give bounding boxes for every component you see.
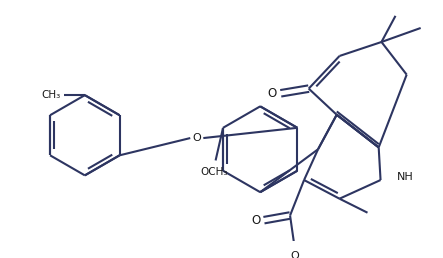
- Text: O: O: [251, 214, 260, 227]
- Text: NH: NH: [397, 172, 414, 182]
- Text: O: O: [192, 133, 201, 143]
- Text: CH₃: CH₃: [41, 90, 61, 100]
- Text: O: O: [290, 251, 299, 258]
- Text: O: O: [268, 87, 277, 100]
- Text: OCH₃: OCH₃: [200, 167, 227, 177]
